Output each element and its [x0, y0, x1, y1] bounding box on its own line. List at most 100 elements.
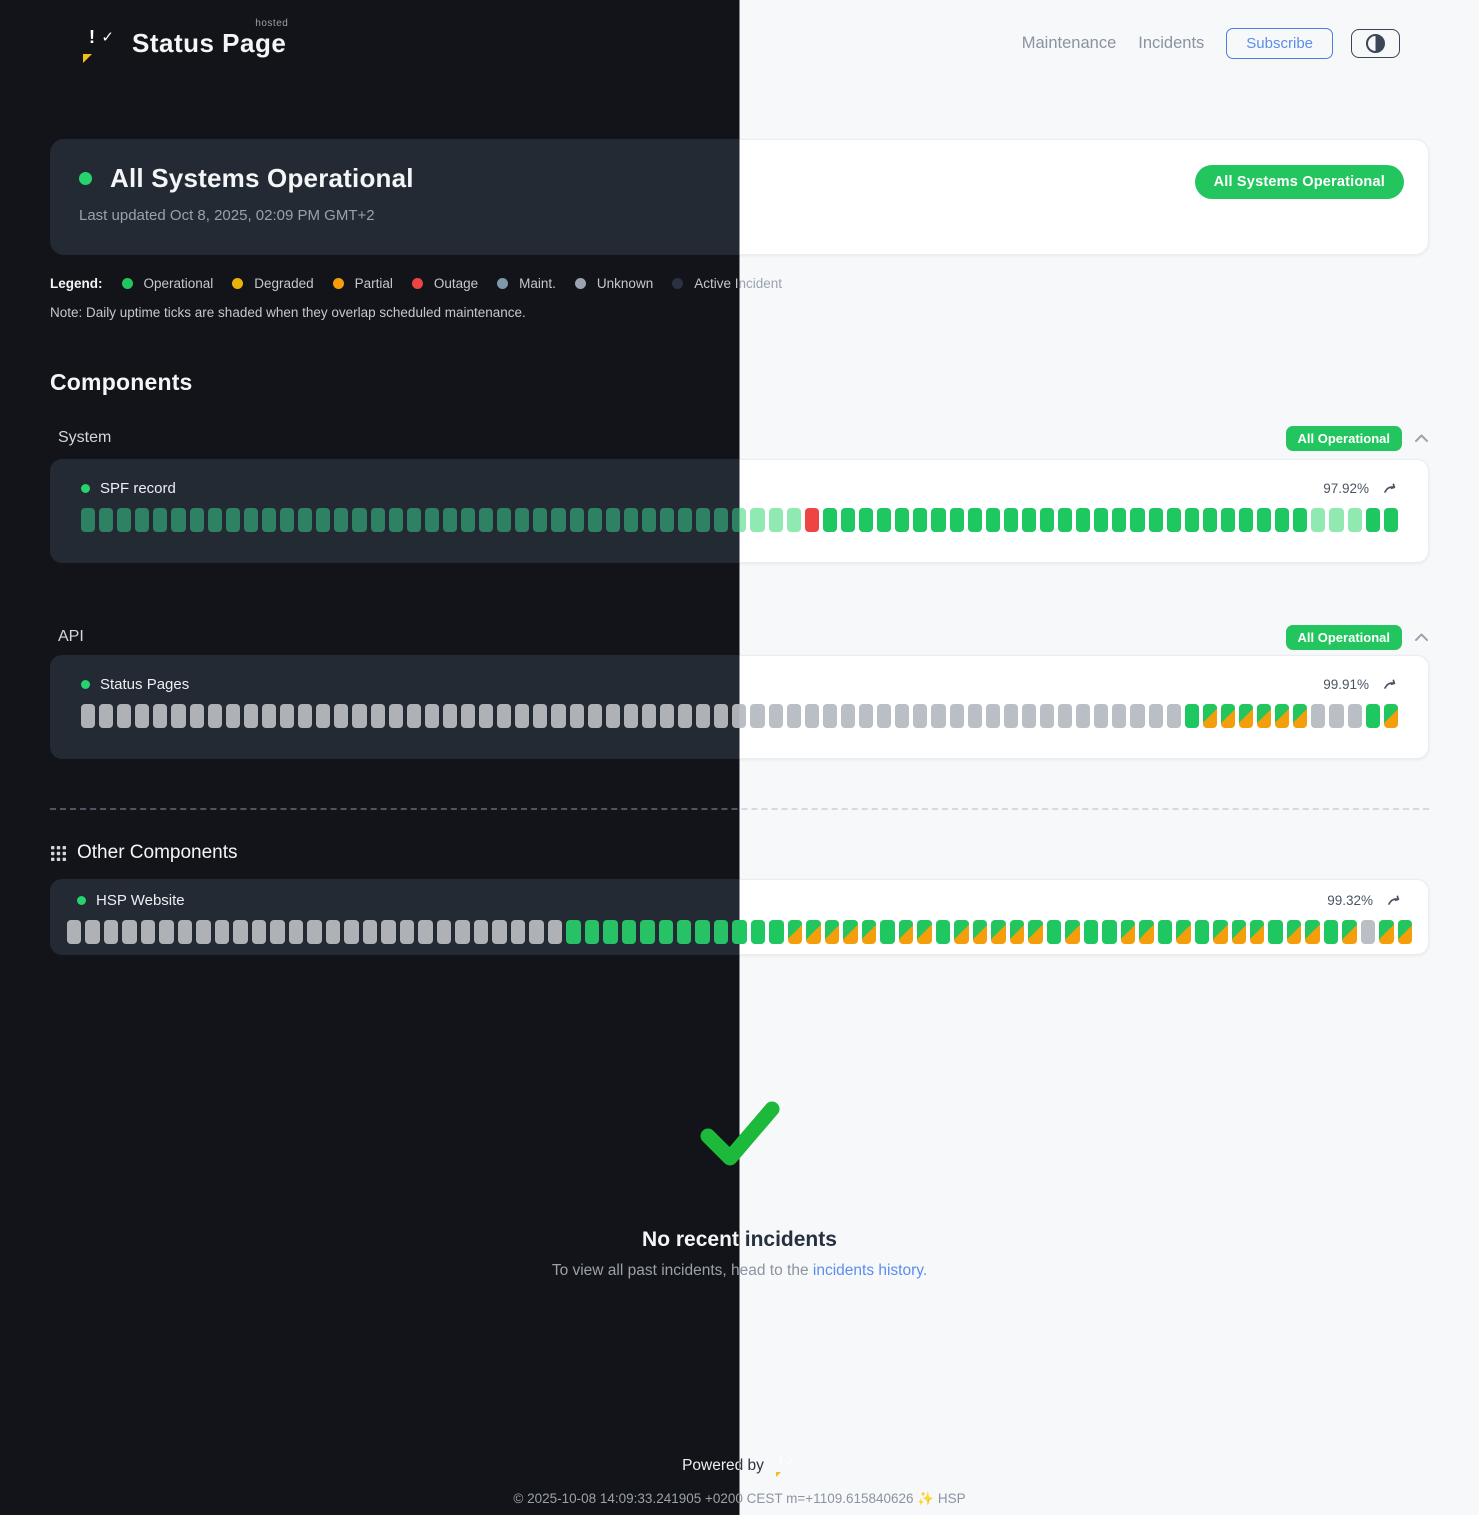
uptime-tick[interactable]	[1021, 508, 1036, 532]
uptime-tick[interactable]	[1076, 704, 1091, 728]
uptime-tick[interactable]	[804, 508, 819, 532]
uptime-tick[interactable]	[261, 704, 277, 728]
uptime-tick[interactable]	[67, 920, 82, 944]
uptime-tick[interactable]	[288, 920, 304, 944]
uptime-tick[interactable]	[1202, 508, 1217, 532]
uptime-tick[interactable]	[352, 508, 367, 532]
uptime-tick[interactable]	[460, 704, 476, 728]
uptime-tick[interactable]	[1379, 920, 1394, 944]
uptime-tick[interactable]	[972, 920, 988, 944]
uptime-tick[interactable]	[1231, 920, 1246, 944]
uptime-tick[interactable]	[1383, 508, 1398, 532]
uptime-tick[interactable]	[985, 508, 1000, 532]
uptime-tick[interactable]	[81, 508, 96, 532]
uptime-tick[interactable]	[603, 920, 618, 944]
uptime-tick[interactable]	[859, 508, 874, 532]
uptime-tick[interactable]	[1065, 920, 1080, 944]
refresh-icon[interactable]	[1387, 895, 1402, 906]
uptime-tick[interactable]	[569, 508, 584, 532]
uptime-tick[interactable]	[1184, 704, 1199, 728]
uptime-tick[interactable]	[153, 508, 168, 532]
uptime-tick[interactable]	[344, 920, 359, 944]
uptime-tick[interactable]	[261, 508, 277, 532]
uptime-tick[interactable]	[678, 704, 693, 728]
uptime-tick[interactable]	[1130, 508, 1145, 532]
uptime-tick[interactable]	[362, 920, 378, 944]
uptime-tick[interactable]	[1148, 704, 1163, 728]
uptime-tick[interactable]	[135, 508, 150, 532]
uptime-tick[interactable]	[135, 704, 150, 728]
uptime-tick[interactable]	[750, 704, 765, 728]
footer-logo-icon[interactable]: ! ✓	[774, 1453, 797, 1478]
uptime-tick[interactable]	[533, 508, 548, 532]
uptime-tick[interactable]	[840, 704, 856, 728]
uptime-tick[interactable]	[515, 704, 530, 728]
uptime-tick[interactable]	[207, 508, 222, 532]
uptime-tick[interactable]	[769, 920, 784, 944]
uptime-tick[interactable]	[621, 920, 637, 944]
uptime-tick[interactable]	[732, 508, 740, 532]
uptime-tick[interactable]	[840, 508, 856, 532]
uptime-tick[interactable]	[824, 920, 840, 944]
uptime-tick[interactable]	[225, 704, 240, 728]
uptime-tick[interactable]	[1166, 508, 1181, 532]
uptime-tick[interactable]	[880, 920, 895, 944]
uptime-tick[interactable]	[424, 508, 439, 532]
uptime-tick[interactable]	[641, 508, 656, 532]
uptime-tick[interactable]	[171, 508, 186, 532]
uptime-tick[interactable]	[1365, 508, 1380, 532]
uptime-tick[interactable]	[1342, 920, 1357, 944]
uptime-tick[interactable]	[1311, 704, 1326, 728]
uptime-tick[interactable]	[1286, 920, 1302, 944]
uptime-tick[interactable]	[768, 704, 783, 728]
uptime-tick[interactable]	[189, 508, 204, 532]
uptime-tick[interactable]	[1039, 704, 1055, 728]
subscribe-button[interactable]: Subscribe	[1226, 27, 1333, 59]
uptime-tick[interactable]	[713, 920, 729, 944]
uptime-tick[interactable]	[529, 920, 544, 944]
uptime-tick[interactable]	[1220, 508, 1235, 532]
uptime-tick[interactable]	[370, 704, 385, 728]
uptime-tick[interactable]	[551, 704, 566, 728]
uptime-tick[interactable]	[298, 508, 313, 532]
uptime-tick[interactable]	[714, 508, 729, 532]
uptime-tick[interactable]	[388, 704, 403, 728]
uptime-tick[interactable]	[732, 920, 740, 944]
uptime-tick[interactable]	[1257, 704, 1272, 728]
uptime-tick[interactable]	[949, 508, 964, 532]
uptime-tick[interactable]	[822, 704, 837, 728]
uptime-tick[interactable]	[949, 704, 964, 728]
uptime-tick[interactable]	[479, 704, 494, 728]
uptime-tick[interactable]	[1176, 920, 1191, 944]
uptime-tick[interactable]	[1076, 508, 1091, 532]
uptime-tick[interactable]	[804, 704, 819, 728]
uptime-tick[interactable]	[479, 508, 494, 532]
uptime-tick[interactable]	[298, 704, 313, 728]
uptime-tick[interactable]	[243, 704, 258, 728]
uptime-tick[interactable]	[424, 704, 439, 728]
uptime-tick[interactable]	[388, 508, 403, 532]
refresh-icon[interactable]	[1383, 679, 1398, 690]
uptime-tick[interactable]	[1365, 704, 1380, 728]
uptime-tick[interactable]	[660, 508, 675, 532]
uptime-tick[interactable]	[985, 704, 1000, 728]
uptime-tick[interactable]	[640, 920, 655, 944]
uptime-tick[interactable]	[1220, 704, 1235, 728]
uptime-tick[interactable]	[750, 508, 765, 532]
uptime-tick[interactable]	[171, 704, 186, 728]
uptime-tick[interactable]	[1058, 704, 1073, 728]
uptime-tick[interactable]	[406, 704, 421, 728]
uptime-tick[interactable]	[436, 920, 452, 944]
uptime-tick[interactable]	[750, 920, 766, 944]
uptime-tick[interactable]	[1083, 920, 1099, 944]
uptime-tick[interactable]	[334, 704, 349, 728]
chevron-up-icon[interactable]	[1414, 632, 1429, 642]
uptime-tick[interactable]	[1305, 920, 1320, 944]
uptime-tick[interactable]	[843, 920, 858, 944]
uptime-tick[interactable]	[140, 920, 156, 944]
uptime-tick[interactable]	[587, 704, 602, 728]
incidents-history-link[interactable]: incidents history.	[812, 1262, 928, 1279]
uptime-tick[interactable]	[122, 920, 137, 944]
uptime-tick[interactable]	[566, 920, 581, 944]
uptime-tick[interactable]	[1112, 508, 1127, 532]
